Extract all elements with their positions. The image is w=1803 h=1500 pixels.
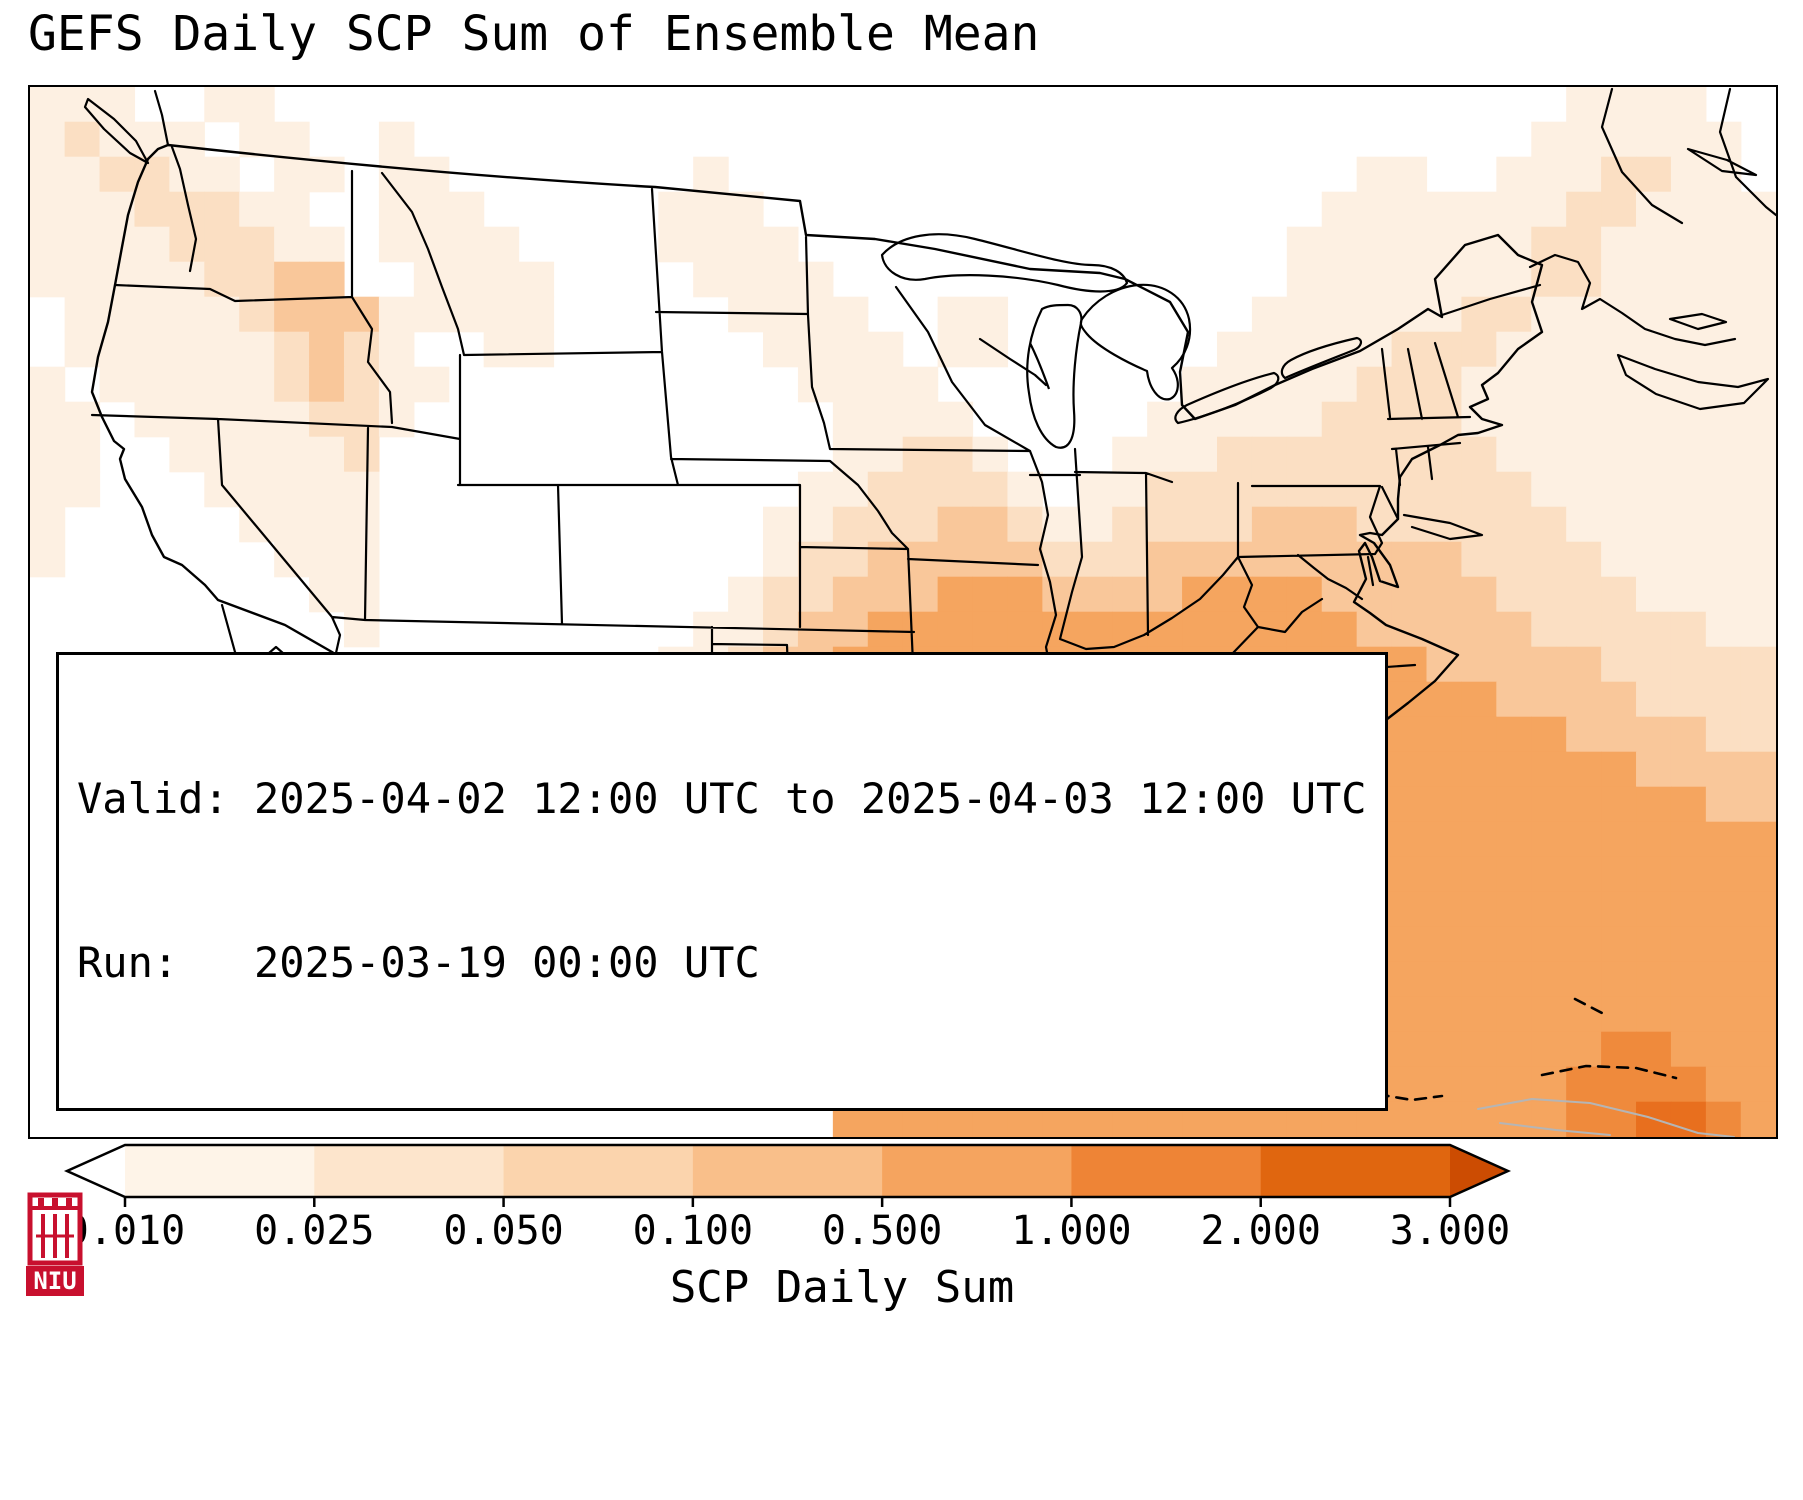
colorbar-label: SCP Daily Sum [669, 1262, 1015, 1313]
colorbar-tick-label: 2.000 [1200, 1208, 1321, 1254]
colorbar-tick-label: 0.025 [254, 1208, 375, 1254]
colorbar-tick-label: 0.500 [821, 1208, 943, 1254]
castle-icon [27, 1192, 83, 1266]
valid-time-text: Valid: 2025-04-02 12:00 UTC to 2025-04-0… [77, 774, 1367, 824]
map-frame: Valid: 2025-04-02 12:00 UTC to 2025-04-0… [28, 85, 1778, 1139]
colorbar-tick-label: 3.000 [1389, 1208, 1511, 1254]
info-box: Valid: 2025-04-02 12:00 UTC to 2025-04-0… [56, 652, 1388, 1111]
plot-title: GEFS Daily SCP Sum of Ensemble Mean [28, 6, 1040, 62]
great-lakes [880, 233, 1363, 449]
colorbar [63, 1143, 1512, 1207]
logo-text: NIU [33, 1267, 76, 1295]
run-time-text: Run: 2025-03-19 00:00 UTC [77, 938, 760, 988]
logo-band [26, 1266, 84, 1296]
niu-logo: NIU [26, 1192, 84, 1296]
colorbar-tick-label: 1.000 [1011, 1208, 1132, 1254]
colorbar-tick-label: 0.010 [64, 1208, 186, 1254]
colorbar-tick-label: 0.100 [632, 1208, 754, 1254]
colorbar-tick-labels: 0.010 0.025 0.050 0.100 0.500 1.000 2.000 3.000 [55, 1208, 1515, 1256]
colorbar-tick-label: 0.050 [443, 1208, 564, 1254]
